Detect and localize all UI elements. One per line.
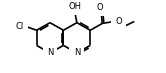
Text: O: O (97, 3, 104, 12)
Text: Cl: Cl (15, 22, 24, 31)
Text: N: N (47, 48, 53, 57)
Text: OH: OH (68, 2, 81, 11)
Text: O: O (115, 17, 122, 26)
Text: N: N (74, 48, 80, 57)
